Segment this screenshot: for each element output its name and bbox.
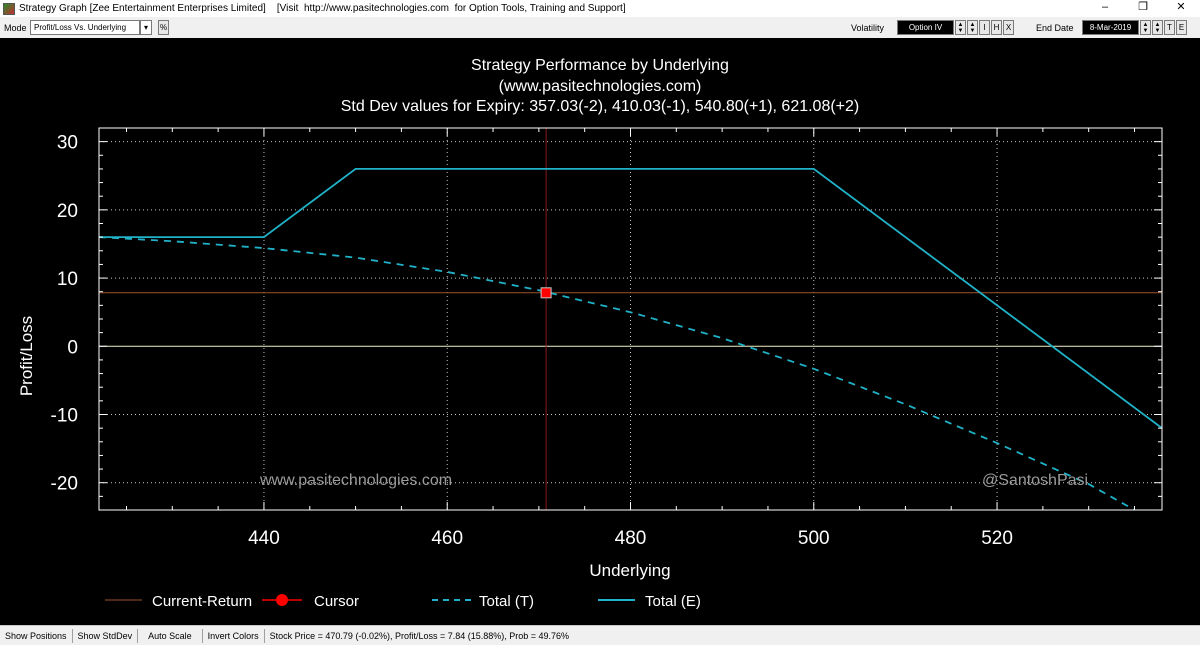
chart-title: Strategy Performance by Underlying [471, 57, 729, 74]
window-controls: – ❐ ✕ [1086, 0, 1200, 17]
invert-colors-button[interactable]: Invert Colors [203, 628, 265, 643]
toolbar: Mode Profit/Loss Vs. Underlying ▾ % Vola… [0, 17, 1200, 38]
legend-label: Current-Return [152, 593, 252, 610]
auto-scale-button[interactable]: Auto Scale [138, 628, 203, 643]
y-tick-label: 20 [57, 201, 78, 222]
status-info: Stock Price = 470.79 (-0.02%), Profit/Lo… [269, 630, 570, 641]
legend-label: Total (T) [479, 593, 534, 610]
y-tick-label: 10 [57, 269, 78, 290]
mode-select[interactable]: Profit/Loss Vs. Underlying [30, 20, 140, 35]
y-axis-label: Profit/Loss [17, 316, 36, 396]
x-axis-label: Underlying [589, 561, 670, 580]
volatility-spinner-icon[interactable]: ▲ ▼ [955, 20, 966, 35]
chevron-down-icon[interactable]: ▾ [140, 20, 152, 35]
show-positions-button[interactable]: Show Positions [0, 628, 73, 643]
t-button[interactable]: T [1164, 20, 1175, 35]
series-total-t-line [99, 236, 1135, 510]
watermark-left: www.pasitechnologies.com [259, 472, 452, 489]
maximize-icon[interactable]: ❐ [1138, 1, 1148, 13]
end-date-field[interactable]: 8-Mar-2019 [1082, 20, 1139, 35]
x-tick-label: 500 [798, 528, 830, 549]
window-title: Strategy Graph [Zee Entertainment Enterp… [19, 3, 626, 14]
x-tick-label: 460 [431, 528, 463, 549]
minimize-icon[interactable]: – [1101, 1, 1109, 13]
chart-area[interactable]: Strategy Performance by Underlying (www.… [0, 38, 1200, 625]
date-spinner-icon[interactable]: ▲ ▼ [1152, 20, 1163, 35]
watermark-right: @SantoshPasi [982, 472, 1088, 489]
volatility-spinner-icon[interactable]: ▲ ▼ [967, 20, 978, 35]
series-total-e-line [99, 167, 1162, 429]
volatility-select[interactable]: Option IV [897, 20, 954, 35]
volatility-label: Volatility [851, 22, 885, 33]
y-tick-label: -20 [51, 474, 78, 495]
app-icon [3, 2, 15, 15]
close-icon[interactable]: ✕ [1176, 1, 1186, 13]
strategy-chart[interactable]: Strategy Performance by Underlying (www.… [0, 38, 1200, 625]
y-tick-label: -10 [51, 406, 78, 427]
chart-stddev-info: Std Dev values for Expiry: 357.03(-2), 4… [341, 98, 860, 115]
x-tick-label: 440 [248, 528, 280, 549]
date-spinner-icon[interactable]: ▲ ▼ [1140, 20, 1151, 35]
i-button[interactable]: I [979, 20, 990, 35]
x-button[interactable]: X [1003, 20, 1014, 35]
legend-cursor-swatch [276, 594, 288, 606]
x-tick-label: 480 [615, 528, 647, 549]
legend-label: Cursor [314, 593, 359, 610]
mode-label: Mode [4, 22, 27, 33]
legend-label: Total (E) [645, 593, 701, 610]
e-button[interactable]: E [1176, 20, 1187, 35]
y-tick-label: 30 [57, 133, 78, 154]
status-bar: Show Positions Show StdDev Auto Scale In… [0, 625, 1200, 645]
cursor-marker[interactable] [540, 287, 552, 299]
x-tick-label: 520 [981, 528, 1013, 549]
percent-button[interactable]: % [158, 20, 169, 35]
h-button[interactable]: H [991, 20, 1002, 35]
window-titlebar: Strategy Graph [Zee Entertainment Enterp… [0, 0, 1200, 17]
chart-subtitle: (www.pasitechnologies.com) [499, 78, 702, 95]
show-stddev-button[interactable]: Show StdDev [73, 628, 139, 643]
end-date-label: End Date [1036, 22, 1074, 33]
y-tick-label: 0 [67, 337, 78, 358]
